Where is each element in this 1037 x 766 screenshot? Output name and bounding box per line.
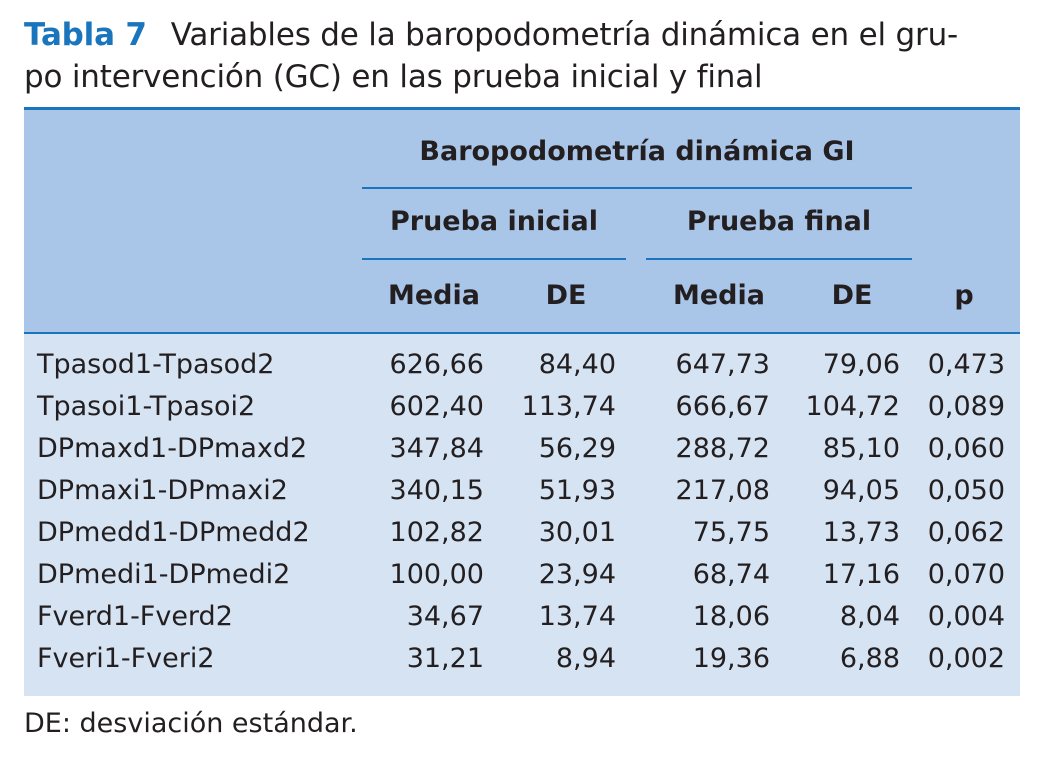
cell-de-initial: 113,74	[521, 391, 616, 422]
cell-media-final: 18,06	[692, 601, 770, 632]
cell-media-final: 19,36	[692, 643, 770, 674]
table-body: Tpasod1-Tpasod2 626,66 84,40 647,73 79,0…	[24, 332, 1020, 696]
row-label: DPmedd1-DPmedd2	[37, 517, 310, 548]
table-number: Tabla 7	[24, 17, 147, 53]
row-label: Tpasod1-Tpasod2	[37, 349, 275, 380]
cell-de-final: 17,16	[822, 559, 900, 590]
row-label: Fverd1-Fverd2	[37, 601, 233, 632]
caption-line-1: Tabla 7 Variables de la baropodometría di…	[24, 14, 1024, 56]
group-header: Baropodometría dinámica GI	[419, 136, 855, 167]
cell-p: 0,004	[927, 601, 1005, 632]
cell-de-final: 6,88	[839, 643, 900, 674]
table-header: Baropodometría dinámica GI Prueba inicia…	[24, 110, 1020, 332]
column-header-de-final: DE	[831, 280, 873, 311]
subgroup-rule-final	[646, 258, 912, 260]
cell-p: 0,089	[927, 391, 1005, 422]
cell-de-initial: 23,94	[538, 559, 616, 590]
cell-media-initial: 347,84	[389, 433, 484, 464]
cell-de-initial: 8,94	[555, 643, 616, 674]
cell-de-initial: 13,74	[538, 601, 616, 632]
table-row: Tpasoi1-Tpasoi2 602,40 113,74 666,67 104…	[24, 386, 1020, 428]
row-label: DPmaxd1-DPmaxd2	[37, 433, 308, 464]
cell-de-final: 8,04	[839, 601, 900, 632]
cell-p: 0,473	[927, 349, 1005, 380]
cell-p: 0,070	[927, 559, 1005, 590]
row-label: Tpasoi1-Tpasoi2	[37, 391, 256, 422]
table-row: Fverd1-Fverd2 34,67 13,74 18,06 8,04 0,0…	[24, 596, 1020, 638]
cell-de-final: 104,72	[805, 391, 900, 422]
cell-media-initial: 626,66	[389, 349, 484, 380]
column-header-media-final: Media	[673, 280, 765, 311]
table-footnote: DE: desviación estándar.	[24, 708, 358, 739]
caption-title-line-1: Variables de la baropodometría dinámica …	[170, 17, 959, 53]
cell-de-final: 85,10	[822, 433, 900, 464]
cell-media-initial: 602,40	[389, 391, 484, 422]
table-row: Tpasod1-Tpasod2 626,66 84,40 647,73 79,0…	[24, 344, 1020, 386]
subgroup-header-initial: Prueba inicial	[389, 206, 599, 237]
cell-de-initial: 84,40	[538, 349, 616, 380]
cell-p: 0,050	[927, 475, 1005, 506]
table-row: Fveri1-Fveri2 31,21 8,94 19,36 6,88 0,00…	[24, 638, 1020, 680]
row-label: DPmaxi1-DPmaxi2	[37, 475, 288, 506]
table-row: DPmaxi1-DPmaxi2 340,15 51,93 217,08 94,0…	[24, 470, 1020, 512]
cell-media-initial: 340,15	[389, 475, 484, 506]
table-row: DPmaxd1-DPmaxd2 347,84 56,29 288,72 85,1…	[24, 428, 1020, 470]
table-caption: Tabla 7 Variables de la baropodometría di…	[24, 14, 1024, 98]
table-row: DPmedd1-DPmedd2 102,82 30,01 75,75 13,73…	[24, 512, 1020, 554]
cell-p: 0,060	[927, 433, 1005, 464]
cell-media-initial: 34,67	[406, 601, 484, 632]
row-label: DPmedi1-DPmedi2	[37, 559, 291, 590]
data-table: Baropodometría dinámica GI Prueba inicia…	[24, 107, 1020, 696]
cell-media-final: 217,08	[675, 475, 770, 506]
cell-de-initial: 56,29	[538, 433, 616, 464]
cell-p: 0,062	[927, 517, 1005, 548]
column-header-de-initial: DE	[545, 280, 587, 311]
group-header-rule	[362, 187, 912, 189]
cell-de-initial: 51,93	[538, 475, 616, 506]
cell-media-initial: 31,21	[406, 643, 484, 674]
cell-media-final: 75,75	[692, 517, 770, 548]
cell-media-initial: 102,82	[389, 517, 484, 548]
cell-media-final: 647,73	[675, 349, 770, 380]
cell-p: 0,002	[927, 643, 1005, 674]
column-header-media-initial: Media	[388, 280, 480, 311]
cell-media-final: 666,67	[675, 391, 770, 422]
cell-de-final: 94,05	[822, 475, 900, 506]
subgroup-header-final: Prueba final	[686, 206, 872, 237]
row-label: Fveri1-Fveri2	[37, 643, 215, 674]
caption-title-line-2: po intervención (GC) en las prueba inici…	[24, 59, 763, 95]
cell-de-final: 13,73	[822, 517, 900, 548]
cell-de-final: 79,06	[822, 349, 900, 380]
cell-de-initial: 30,01	[538, 517, 616, 548]
cell-media-final: 288,72	[675, 433, 770, 464]
column-header-p: p	[954, 280, 974, 311]
cell-media-final: 68,74	[692, 559, 770, 590]
cell-media-initial: 100,00	[389, 559, 484, 590]
table-row: DPmedi1-DPmedi2 100,00 23,94 68,74 17,16…	[24, 554, 1020, 596]
subgroup-rule-initial	[362, 258, 626, 260]
